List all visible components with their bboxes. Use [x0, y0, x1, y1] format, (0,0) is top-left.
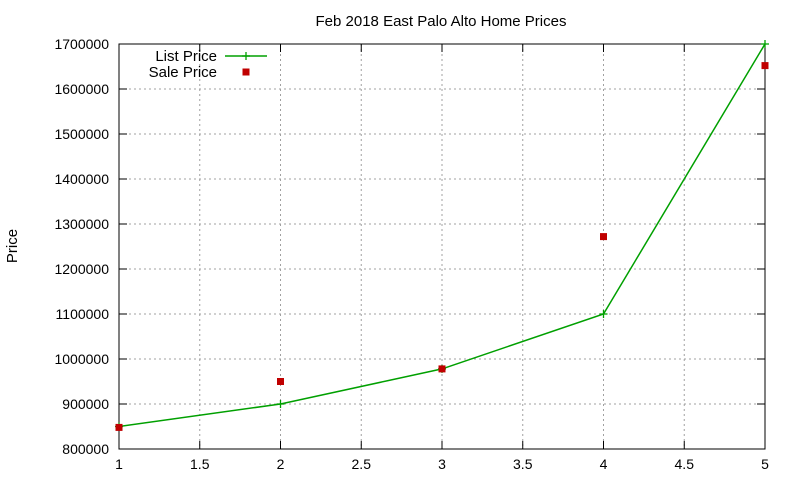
sale-price-point	[600, 233, 607, 241]
legend-label-sale-price: Sale Price	[149, 64, 217, 81]
y-tick-label: 1400000	[54, 171, 109, 187]
legend-marker-sale-price	[242, 68, 250, 76]
x-tick-label: 1.5	[190, 456, 210, 472]
list-price-point	[761, 40, 769, 48]
y-tick-label: 1300000	[54, 216, 109, 232]
x-tick-label: 3.5	[513, 456, 533, 472]
y-tick-label: 1000000	[54, 351, 109, 367]
y-tick-label: 1600000	[54, 81, 109, 97]
y-tick-label: 1500000	[54, 126, 109, 142]
list-price-point	[276, 400, 285, 408]
legend-marker-list-price	[242, 52, 250, 60]
x-tick-label: 2	[277, 456, 285, 472]
y-tick-label: 1200000	[54, 261, 109, 277]
x-tick-label: 4.5	[675, 456, 695, 472]
y-tick-label: 1100000	[56, 306, 110, 322]
sale-price-point	[761, 62, 769, 70]
sale-price-point	[277, 378, 284, 385]
x-tick-label: 3	[438, 456, 446, 472]
sale-price-point	[115, 423, 123, 431]
x-tick-label: 2.5	[352, 456, 372, 472]
sale-price-point	[438, 365, 446, 373]
y-tick-label: 1700000	[54, 36, 109, 52]
grid	[119, 44, 765, 449]
x-tick-label: 1	[115, 456, 123, 472]
series-layer	[115, 40, 769, 431]
list-price-point	[599, 310, 608, 318]
y-tick-label: 800000	[62, 441, 109, 457]
chart-title: Feb 2018 East Palo Alto Home Prices	[316, 13, 567, 30]
y-axis-title: Price	[4, 229, 21, 263]
axis-ticks: 1 1.5 2 2.5 3 3.5 4 4.5 5 800000 900000 1000000 1100…	[54, 36, 769, 472]
x-tick-label: 5	[761, 456, 769, 472]
y-tick-label: 900000	[62, 396, 109, 412]
legend-label-list-price: List Price	[155, 48, 217, 65]
x-tick-label: 4	[600, 456, 608, 472]
